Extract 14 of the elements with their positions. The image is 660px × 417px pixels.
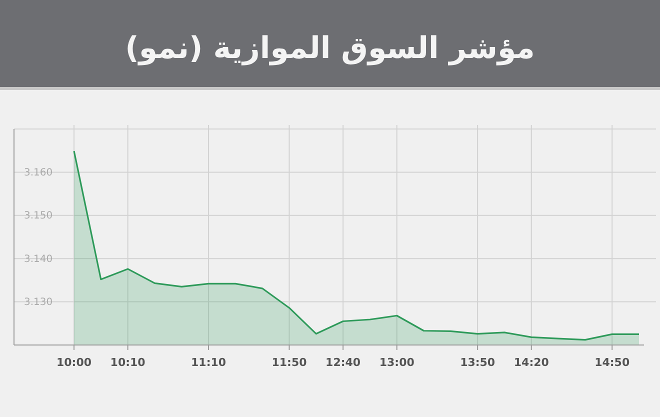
y-tick-label: 3.160	[24, 167, 53, 178]
x-tick-label: 12:40	[326, 356, 361, 370]
chart-title: مؤشر السوق الموازية (نمو)	[125, 31, 535, 66]
x-tick-label: 13:50	[460, 356, 496, 370]
x-tick-label: 11:50	[272, 356, 308, 370]
y-tick-label: 3.130	[24, 297, 53, 308]
x-tick-label: 11:10	[191, 356, 226, 370]
x-tick-label: 10:10	[110, 356, 146, 370]
x-tick-label: 14:50	[594, 356, 630, 370]
x-tick-label: 13:00	[379, 356, 415, 370]
x-tick-label: 10:00	[56, 356, 92, 370]
y-tick-label: 3.140	[24, 254, 53, 265]
y-tick-label: 3.150	[24, 210, 53, 222]
x-tick-label: 14:20	[514, 356, 550, 370]
